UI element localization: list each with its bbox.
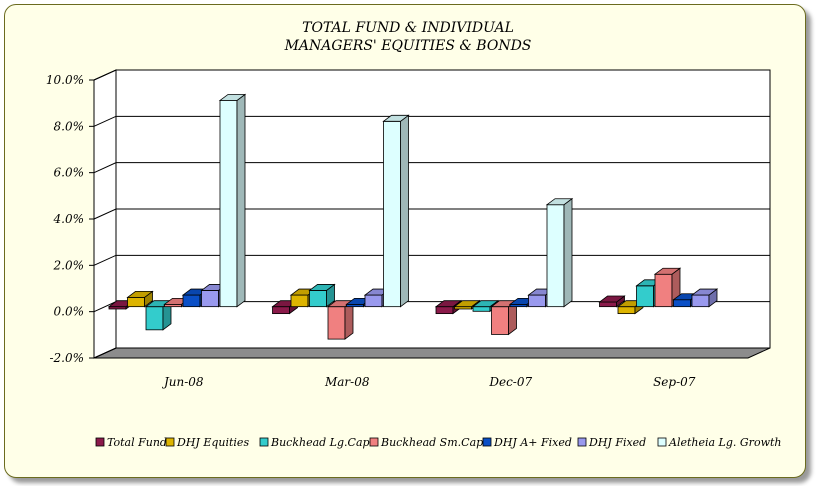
legend-item: DHJ Fixed bbox=[577, 436, 646, 449]
bar bbox=[218, 93, 247, 308]
bar-top bbox=[471, 300, 500, 308]
bar-top bbox=[382, 114, 410, 122]
bar bbox=[598, 295, 626, 308]
bar bbox=[690, 288, 719, 308]
legend-label: Aletheia Lg. Growth bbox=[668, 436, 782, 449]
legend-label: DHJ A+ Fixed bbox=[493, 436, 572, 449]
bar-side bbox=[400, 114, 409, 308]
bar-front bbox=[327, 306, 346, 340]
bar-top bbox=[308, 284, 336, 291]
gridline bbox=[93, 69, 770, 81]
bar bbox=[126, 290, 154, 308]
legend-swatch bbox=[657, 437, 667, 447]
bar-side bbox=[563, 197, 573, 308]
bar-front bbox=[145, 306, 164, 331]
legend-label: Buckhead Sm.Cap bbox=[380, 436, 483, 449]
plot-floor bbox=[93, 347, 771, 359]
bar-front bbox=[309, 290, 327, 308]
bar-top bbox=[653, 267, 682, 275]
bar-front bbox=[599, 301, 617, 308]
y-tick-label: 10.0% bbox=[46, 73, 84, 87]
bar-top bbox=[218, 94, 247, 101]
legend-swatch bbox=[259, 437, 269, 447]
legend-swatch bbox=[95, 437, 105, 447]
y-tick-label: 0.0% bbox=[54, 305, 85, 319]
legend-swatch bbox=[482, 437, 492, 447]
bar-front bbox=[528, 294, 546, 308]
legend-label: Total Fund bbox=[107, 436, 167, 449]
y-tick-label: 8.0% bbox=[54, 119, 85, 133]
bar-side bbox=[236, 93, 246, 308]
legend-swatch bbox=[165, 437, 175, 447]
bar-front bbox=[546, 204, 565, 308]
legend-item: Buckhead Sm.Cap bbox=[369, 436, 483, 449]
category-label: Jun-08 bbox=[161, 375, 204, 389]
bar-front bbox=[654, 273, 673, 308]
chart-title-line: MANAGERS' EQUITIES & BONDS bbox=[284, 38, 532, 54]
category-label: Mar-08 bbox=[324, 375, 370, 389]
bar-front bbox=[290, 294, 309, 308]
bar-top bbox=[598, 295, 626, 303]
bar-front bbox=[636, 285, 654, 308]
category-label: Sep-07 bbox=[653, 375, 696, 389]
bar-front bbox=[673, 299, 691, 308]
bar-front bbox=[691, 294, 710, 308]
bar-top bbox=[690, 288, 719, 296]
bar-top bbox=[434, 300, 463, 308]
bar bbox=[308, 283, 336, 308]
legend-item: DHJ Equities bbox=[165, 436, 249, 449]
category-label: Dec-07 bbox=[488, 375, 532, 389]
bar-front bbox=[201, 290, 219, 308]
bar-top bbox=[126, 290, 154, 298]
legend-label: Buckhead Lg.Cap bbox=[270, 436, 370, 449]
legend-label: DHJ Fixed bbox=[588, 436, 646, 449]
bar-front bbox=[272, 306, 290, 315]
bar-front bbox=[383, 120, 401, 308]
legend-item: Aletheia Lg. Growth bbox=[657, 436, 782, 449]
gridline bbox=[93, 162, 770, 174]
bar-front bbox=[219, 100, 238, 308]
legend-label: DHJ Equities bbox=[176, 436, 249, 449]
gridline bbox=[93, 347, 770, 359]
bar bbox=[144, 299, 173, 331]
bar-top bbox=[545, 198, 574, 206]
y-tick-label: 2.0% bbox=[53, 258, 85, 272]
bar-top bbox=[453, 300, 481, 308]
y-tick-label: 6.0% bbox=[54, 166, 85, 180]
bar-front bbox=[491, 306, 509, 335]
legend-swatch bbox=[369, 437, 379, 447]
legend-item: DHJ A+ Fixed bbox=[482, 436, 572, 449]
legend-swatch bbox=[577, 437, 587, 447]
bar-front bbox=[435, 306, 454, 315]
bar-front bbox=[364, 294, 383, 308]
bar bbox=[382, 114, 410, 308]
bar bbox=[545, 197, 574, 308]
bar-front bbox=[617, 306, 636, 315]
legend-item: Total Fund bbox=[95, 436, 167, 449]
chart-title-line: TOTAL FUND & INDIVIDUAL bbox=[302, 20, 514, 36]
y-tick-label: 4.0% bbox=[53, 212, 85, 226]
bar-front bbox=[472, 306, 491, 312]
legend-item: Buckhead Lg.Cap bbox=[259, 436, 370, 449]
bar-front bbox=[182, 294, 201, 308]
y-tick-label: -2.0% bbox=[49, 351, 84, 365]
gridline bbox=[93, 115, 770, 127]
bar bbox=[616, 299, 645, 315]
bar-front bbox=[127, 296, 145, 308]
